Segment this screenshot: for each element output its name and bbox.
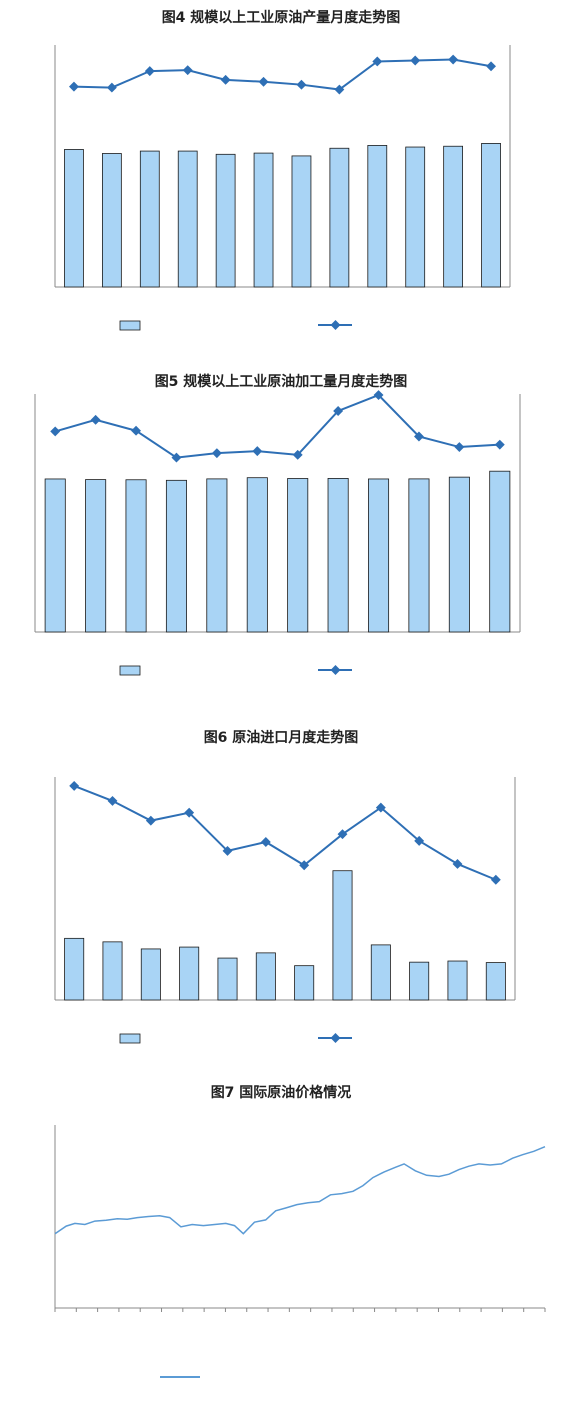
bar: [367, 145, 388, 288]
bar: [140, 948, 161, 1001]
chart-title: 图6 原油进口月度走势图: [204, 729, 359, 746]
line-point: [211, 448, 222, 459]
plot-area: [54, 777, 516, 1044]
line-point: [107, 795, 118, 806]
legend-line-marker: [330, 320, 341, 330]
legend-bar-swatch: [119, 320, 141, 331]
bar: [405, 146, 426, 288]
bar: [102, 941, 123, 1001]
line-point: [131, 425, 141, 436]
line-point: [292, 449, 303, 460]
bar: [448, 476, 470, 633]
legend-bar-swatch: [119, 1033, 141, 1044]
legend-bar-swatch: [119, 665, 141, 676]
line-point: [50, 426, 61, 437]
line-point: [490, 874, 501, 885]
chart-title: 图5 规模以上工业原油加工量月度走势图: [155, 373, 408, 390]
bar: [165, 479, 187, 633]
bar: [408, 478, 430, 633]
bar: [246, 477, 268, 633]
bar: [489, 470, 511, 633]
bar: [294, 965, 315, 1001]
chart-fig6-svg: 图6 原油进口月度走势图: [54, 729, 516, 1044]
plot-area: [54, 45, 511, 331]
line-point: [220, 74, 231, 85]
bar: [368, 478, 390, 633]
bar: [125, 479, 147, 633]
legend-line-marker: [330, 1033, 341, 1043]
line-point: [145, 815, 156, 826]
bar: [64, 937, 85, 1001]
bar: [179, 946, 200, 1001]
bar: [177, 150, 198, 288]
line-point: [410, 55, 421, 66]
line-point: [90, 414, 101, 425]
chart-title: 图4 规模以上工业原油产量月度走势图: [162, 9, 401, 26]
bar: [101, 153, 122, 288]
series-line: [73, 58, 492, 91]
bar: [139, 150, 160, 288]
line-point: [69, 81, 79, 92]
chart-fig4: 图4 规模以上工业原油产量月度走势图: [0, 0, 562, 345]
bar: [64, 149, 84, 288]
bar: [327, 478, 349, 633]
chart-fig5-svg: 图5 规模以上工业原油加工量月度走势图: [34, 373, 521, 676]
legend-line-marker: [330, 665, 341, 675]
line-point: [171, 452, 182, 463]
bar: [253, 152, 274, 288]
line-point: [454, 442, 465, 452]
bar: [485, 962, 506, 1001]
line-point: [258, 76, 269, 87]
bar: [215, 153, 236, 288]
bar: [447, 960, 468, 1001]
line-point: [106, 82, 117, 93]
bar: [255, 952, 276, 1001]
chart-fig7-svg: 图7 国际原油价格情况: [54, 1084, 546, 1378]
line-point: [452, 859, 463, 869]
line-point: [222, 845, 233, 856]
bar: [287, 478, 309, 633]
bar: [409, 961, 430, 1001]
series-line: [54, 393, 500, 459]
line-point: [182, 65, 193, 76]
chart-fig4-svg: 图4 规模以上工业原油产量月度走势图: [54, 9, 511, 331]
bar: [481, 143, 501, 288]
bar: [44, 478, 66, 633]
bar: [332, 870, 353, 1001]
line-point: [252, 446, 263, 457]
bar: [443, 145, 464, 288]
chart-fig7: 图7 国际原油价格情况: [0, 1075, 562, 1399]
bar: [217, 957, 238, 1001]
series-line: [73, 784, 497, 881]
bar: [291, 155, 312, 288]
chart-fig5: 图5 规模以上工业原油加工量月度走势图: [0, 360, 562, 705]
line-point: [448, 54, 459, 65]
bar: [85, 479, 107, 633]
line-point: [486, 61, 496, 72]
bar: [206, 478, 228, 633]
chart-fig6: 图6 原油进口月度走势图: [0, 720, 562, 1065]
line-point: [69, 780, 80, 791]
plot-area: [34, 390, 521, 676]
line-point: [494, 439, 505, 450]
line-point: [144, 66, 155, 77]
bar: [370, 944, 391, 1001]
line-point: [260, 837, 271, 847]
price-line: [54, 1146, 546, 1235]
plot-area: [54, 1125, 546, 1378]
chart-title: 图7 国际原油价格情况: [211, 1084, 352, 1101]
line-point: [184, 807, 195, 818]
line-point: [296, 79, 307, 90]
bar: [329, 147, 350, 288]
